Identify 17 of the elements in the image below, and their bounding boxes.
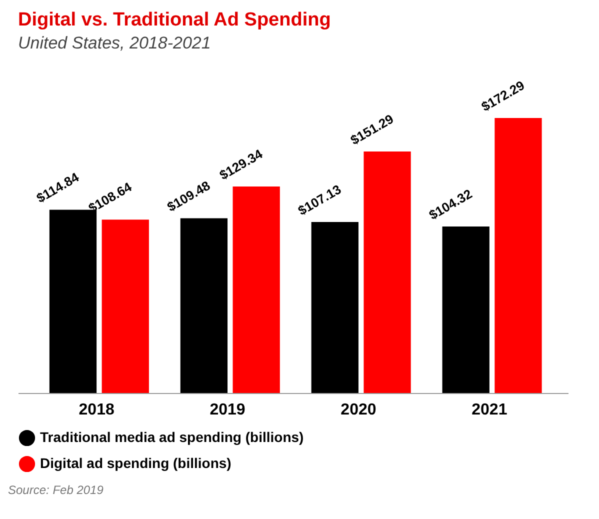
legend-label: Traditional media ad spending (billions) xyxy=(40,429,304,445)
bar xyxy=(494,118,542,393)
bar xyxy=(232,186,280,393)
bar xyxy=(311,222,358,393)
x-tick-label: 2021 xyxy=(472,402,508,418)
chart-title: Digital vs. Traditional Ad Spending xyxy=(18,9,331,30)
bar xyxy=(102,220,149,393)
bar xyxy=(180,218,228,393)
source-note: Source: Feb 2019 xyxy=(8,483,104,497)
x-tick-label: 2020 xyxy=(340,402,376,418)
bar xyxy=(442,226,490,393)
chart-subtitle: United States, 2018-2021 xyxy=(18,33,211,52)
bar xyxy=(49,210,97,393)
x-tick-label: 2018 xyxy=(78,402,114,418)
x-tick-label: 2019 xyxy=(210,402,246,418)
bar xyxy=(364,152,411,393)
legend-label: Digital ad spending (billions) xyxy=(40,455,232,471)
